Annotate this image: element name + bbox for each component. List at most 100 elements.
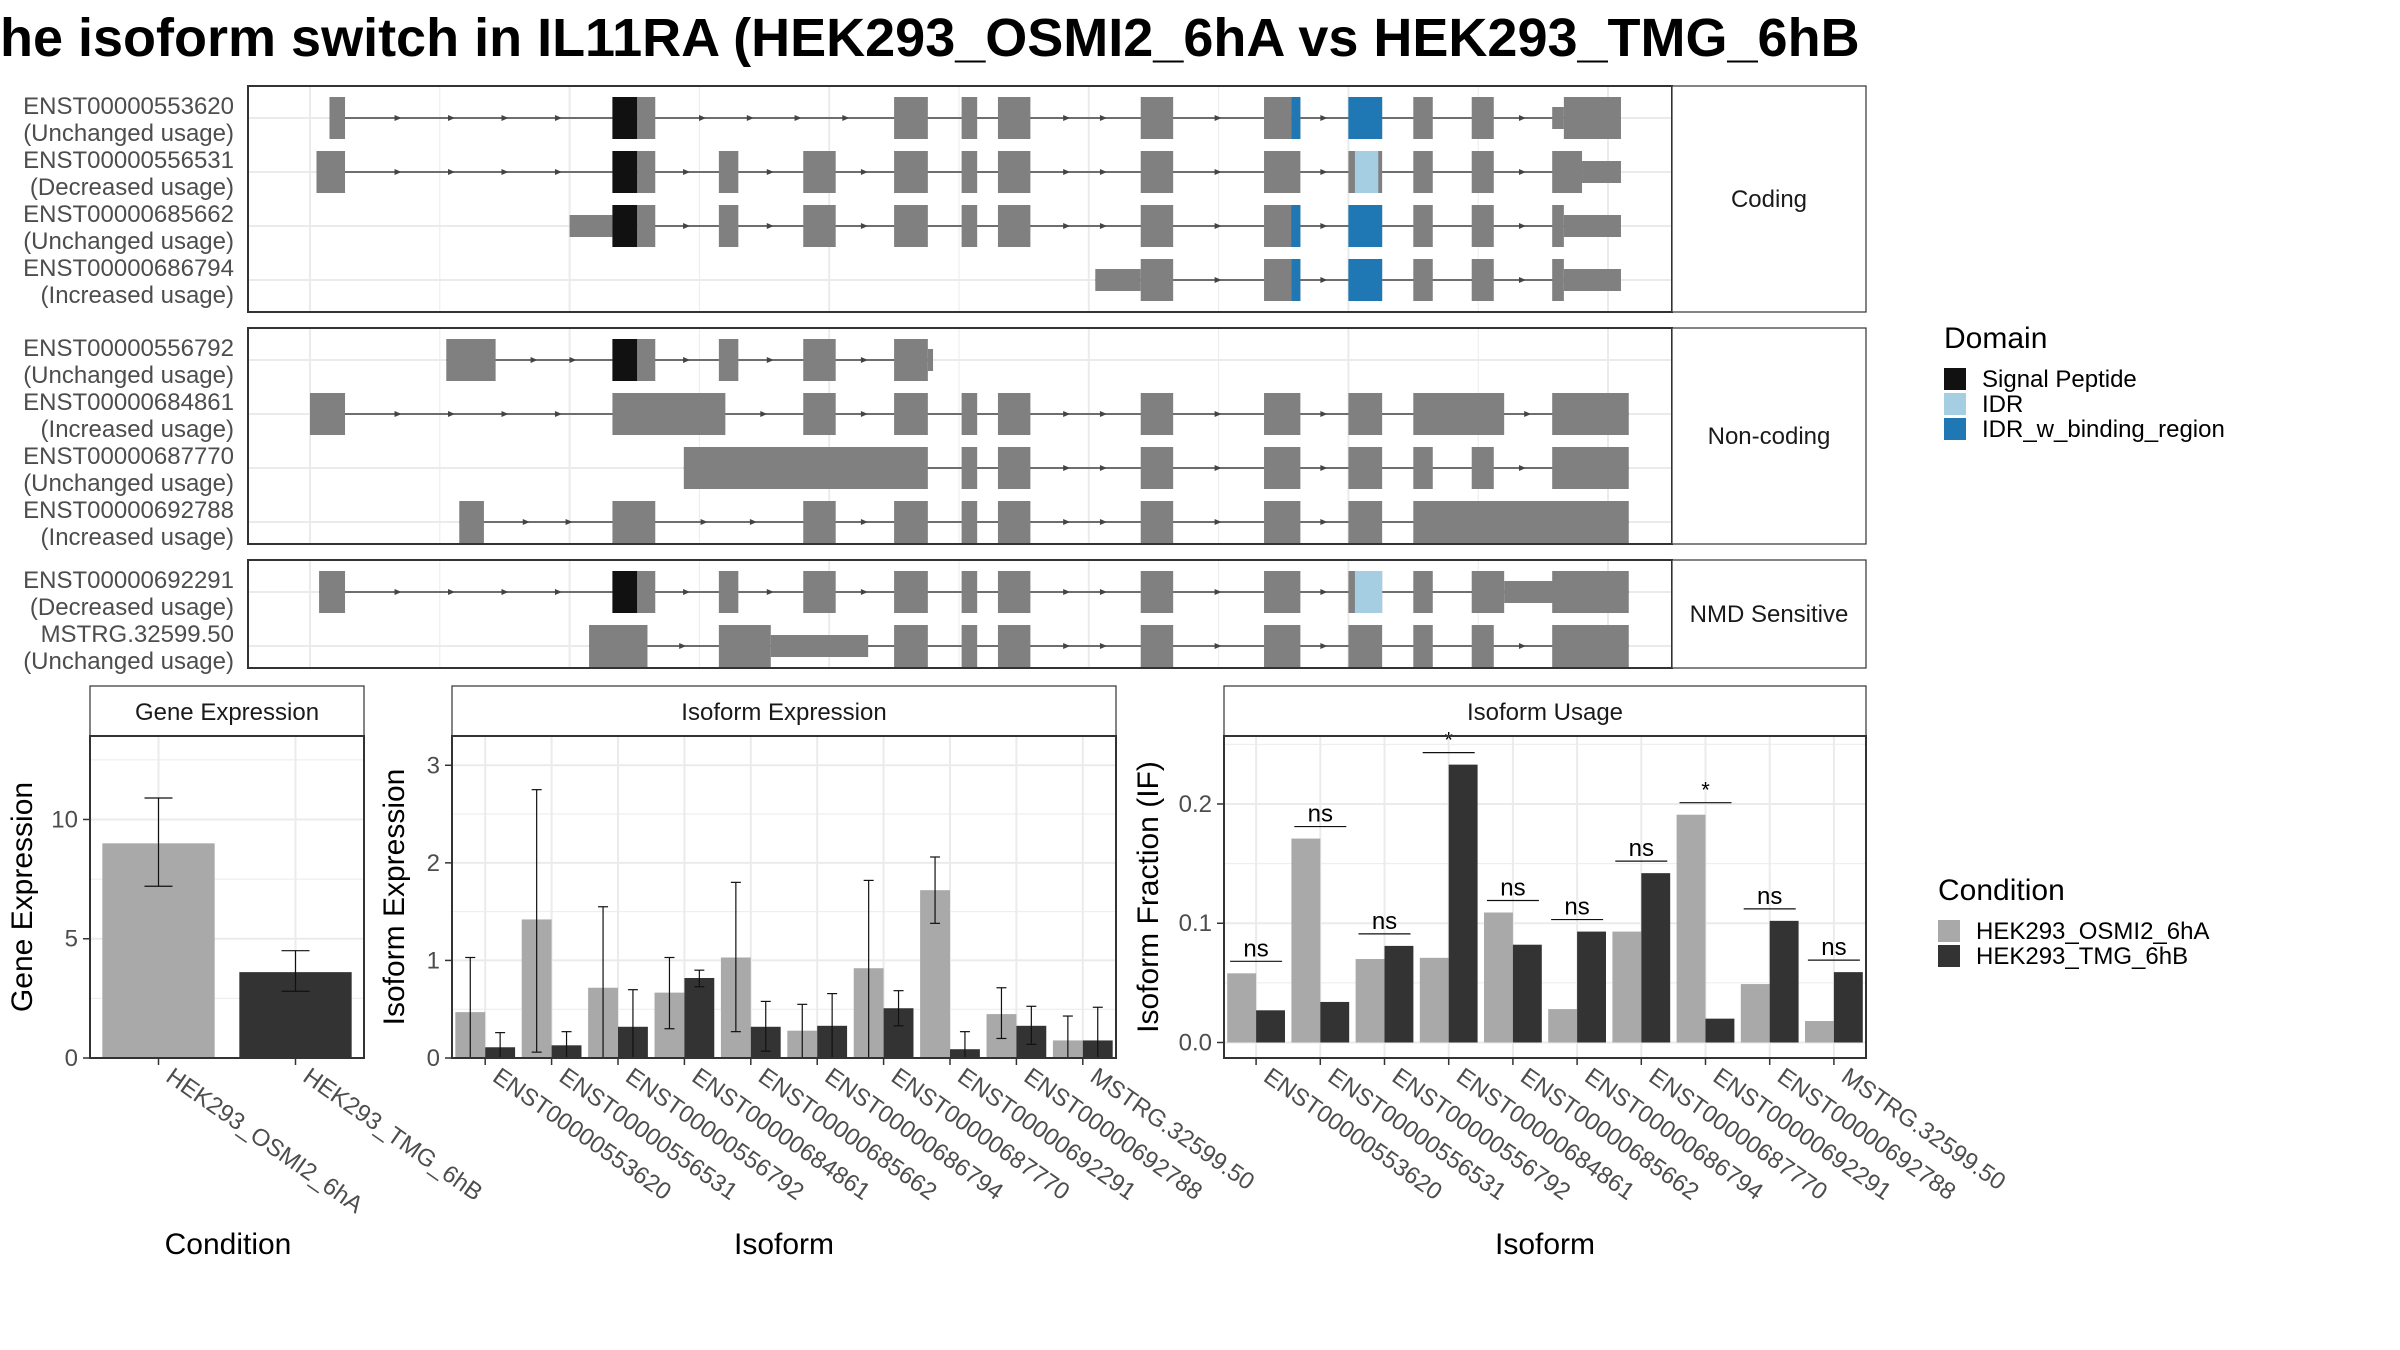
exon bbox=[446, 339, 496, 381]
bar bbox=[684, 977, 715, 1058]
exon bbox=[961, 151, 978, 193]
direction-arrow-icon bbox=[1320, 411, 1328, 417]
chart-title: Gene Expression bbox=[135, 699, 319, 726]
x-axis-title: Isoform bbox=[734, 1228, 834, 1261]
significance-label: ns bbox=[1821, 934, 1846, 961]
panel-border bbox=[89, 735, 365, 1059]
exon bbox=[961, 97, 978, 139]
direction-arrow-icon bbox=[860, 169, 868, 175]
bar bbox=[1805, 1021, 1834, 1043]
significance-label: ns bbox=[1372, 908, 1397, 935]
direction-arrow-icon bbox=[1099, 411, 1107, 417]
direction-arrow-icon bbox=[501, 589, 509, 595]
transcript-usage-label: (Increased usage) bbox=[41, 524, 234, 551]
exon bbox=[1140, 447, 1174, 489]
direction-arrow-icon bbox=[1518, 465, 1526, 471]
legend-label: HEK293_TMG_6hB bbox=[1976, 943, 2188, 970]
transcript-row bbox=[569, 205, 1621, 247]
exon bbox=[1264, 393, 1301, 435]
transcript-id-label: ENST00000556792 bbox=[23, 335, 234, 362]
exon bbox=[1140, 97, 1174, 139]
significance-label: ns bbox=[1629, 835, 1654, 862]
direction-arrow-icon bbox=[1099, 465, 1107, 471]
exon bbox=[612, 501, 656, 543]
legend-swatch bbox=[1944, 368, 1966, 390]
legend-title: Domain bbox=[1944, 322, 2047, 355]
y-axis-title: Isoform Fraction (IF) bbox=[1132, 761, 1165, 1033]
direction-arrow-icon bbox=[683, 169, 691, 175]
bar bbox=[1705, 1018, 1735, 1043]
chart-panel: Isoform Usage 0.0 0.1 0.2 ns ns ns * ns ns ns * ns ns… bbox=[1132, 685, 2010, 1261]
direction-arrow-icon bbox=[860, 519, 868, 525]
exon bbox=[1582, 161, 1621, 183]
structure-group: ENST00000553620(Unchanged usage)ENST0000… bbox=[23, 85, 1867, 313]
direction-arrow-icon bbox=[1518, 223, 1526, 229]
direction-arrow-icon bbox=[569, 357, 577, 363]
bar bbox=[1256, 1010, 1285, 1043]
direction-arrow-icon bbox=[1320, 589, 1328, 595]
transcript-row bbox=[459, 501, 1629, 543]
transcript-row bbox=[316, 151, 1621, 193]
bar bbox=[1676, 814, 1706, 1043]
direction-arrow-icon bbox=[794, 115, 802, 121]
direction-arrow-icon bbox=[1099, 519, 1107, 525]
exon bbox=[1413, 571, 1433, 613]
transcript-id-label: ENST00000684861 bbox=[23, 389, 234, 416]
direction-arrow-icon bbox=[1214, 277, 1222, 283]
direction-arrow-icon bbox=[749, 519, 757, 525]
exon bbox=[1471, 151, 1494, 193]
bar bbox=[1320, 1001, 1350, 1043]
direction-arrow-icon bbox=[700, 519, 708, 525]
exon bbox=[637, 151, 656, 193]
direction-arrow-icon bbox=[394, 411, 402, 417]
direction-arrow-icon bbox=[1063, 223, 1071, 229]
y-axis-title: Gene Expression bbox=[6, 782, 39, 1012]
exon bbox=[1471, 205, 1494, 247]
direction-arrow-icon bbox=[1214, 519, 1222, 525]
bar bbox=[1641, 873, 1671, 1043]
exon bbox=[1348, 393, 1383, 435]
bar-charts: Gene Expression0510HEK293_OSMI2_6hAHEK29… bbox=[6, 685, 2010, 1261]
exon bbox=[894, 339, 928, 381]
exon bbox=[1471, 625, 1494, 667]
significance-label: * bbox=[1701, 778, 1710, 803]
exon bbox=[997, 625, 1031, 667]
exon bbox=[961, 571, 978, 613]
direction-arrow-icon bbox=[1214, 465, 1222, 471]
figure-title: he isoform switch in IL11RA (HEK293_OSMI… bbox=[0, 8, 1860, 68]
facet-strip bbox=[451, 685, 1117, 737]
direction-arrow-icon bbox=[530, 357, 538, 363]
exon bbox=[1413, 625, 1433, 667]
exon bbox=[316, 151, 346, 193]
exon bbox=[569, 215, 613, 237]
facet-strip-label: NMD Sensitive bbox=[1690, 601, 1849, 628]
protein-domain bbox=[612, 151, 638, 193]
direction-arrow-icon bbox=[1063, 169, 1071, 175]
direction-arrow-icon bbox=[501, 411, 509, 417]
direction-arrow-icon bbox=[1320, 223, 1328, 229]
exon bbox=[803, 501, 836, 543]
exon bbox=[997, 97, 1031, 139]
direction-arrow-icon bbox=[1320, 519, 1328, 525]
legend-swatch bbox=[1944, 418, 1966, 440]
direction-arrow-icon bbox=[1518, 115, 1526, 121]
bar bbox=[1384, 945, 1414, 1043]
exon bbox=[803, 151, 836, 193]
direction-arrow-icon bbox=[1524, 411, 1532, 417]
y-tick-label: 0 bbox=[427, 1045, 440, 1072]
exon bbox=[1140, 571, 1174, 613]
legend-label: IDR_w_binding_region bbox=[1982, 416, 2225, 443]
exon bbox=[1140, 259, 1174, 301]
exon bbox=[1471, 447, 1494, 489]
panel-border bbox=[451, 735, 1117, 1059]
domain-legend: Domain Signal PeptideIDRIDR_w_binding_reg… bbox=[1944, 322, 2225, 443]
direction-arrow-icon bbox=[554, 411, 562, 417]
structure-group: ENST00000692291(Decreased usage)MSTRG.32… bbox=[23, 559, 1867, 675]
direction-arrow-icon bbox=[522, 519, 530, 525]
transcript-row bbox=[319, 571, 1629, 613]
exon bbox=[1563, 269, 1621, 291]
direction-arrow-icon bbox=[1099, 115, 1107, 121]
legend-swatch bbox=[1938, 945, 1960, 967]
plot-background bbox=[452, 736, 1116, 1058]
